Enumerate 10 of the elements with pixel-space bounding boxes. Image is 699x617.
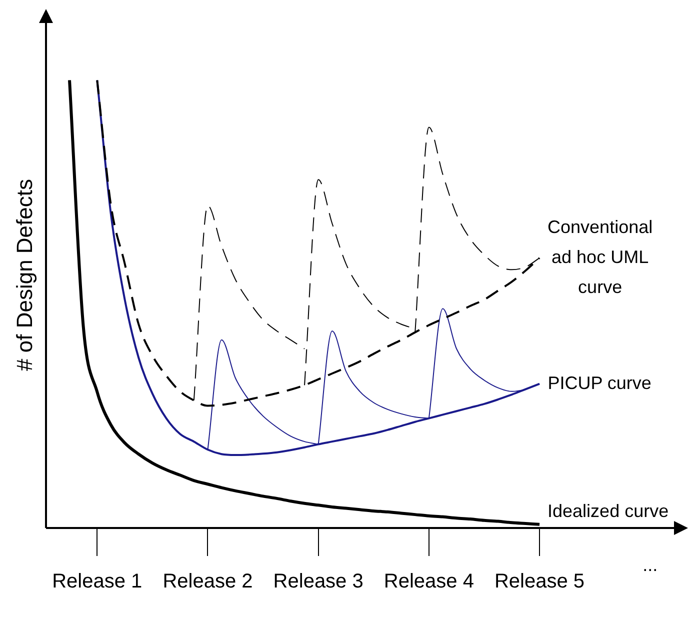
text: ... [642, 554, 658, 575]
x-tick-label: Release 5 [494, 570, 585, 593]
series-label: Idealized curve [548, 500, 669, 521]
series-label: PICUP curve [548, 372, 652, 393]
x-tick-label: Release 1 [52, 570, 142, 593]
series-label: Conventional ad hoc UML curve [548, 216, 653, 297]
x-tick-label: Release 4 [384, 570, 474, 593]
x-tick-label: Release 3 [273, 570, 364, 593]
x-tick-label: Release 2 [162, 570, 253, 593]
y-axis-title: # of Design Defects [12, 179, 38, 371]
